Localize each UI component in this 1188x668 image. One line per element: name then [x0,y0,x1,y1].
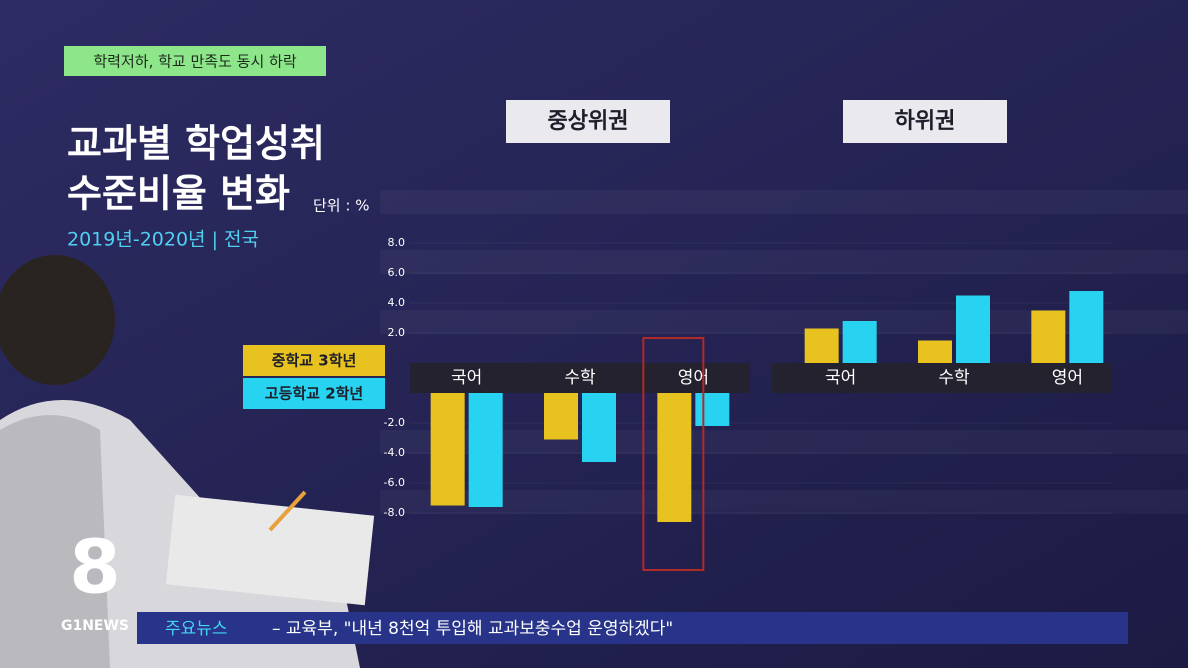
y-tick-label: -2.0 [384,416,405,429]
x-tick-label: 국어 [451,368,482,388]
bar [430,393,465,506]
x-tick-label: 수학 [564,368,596,388]
logo-brand: G1NEWS [61,618,129,634]
x-tick-label: 영어 [678,368,709,388]
bar [804,328,839,363]
subtitle: 2019년-2020년 | 전국 [67,229,259,251]
bar [468,393,503,507]
panel-title: 하위권 [895,109,956,134]
legend-label: 중학교 3학년 [272,352,357,370]
category-band [772,363,1112,393]
x-tick-label: 영어 [1052,368,1083,388]
category-band [410,363,750,393]
legend-swatch [243,378,385,409]
y-tick-label: -8.0 [384,506,405,519]
bar [956,295,990,363]
panel-title-box [506,100,670,143]
logo-number: 8 [69,525,121,611]
legend-swatch [243,345,385,376]
bar [842,321,877,363]
panel-title-box [843,100,1007,143]
y-tick-label: 2.0 [388,326,406,339]
bar [918,340,952,363]
highlight-box [642,337,705,571]
ticker-bar [137,612,1128,644]
legend-label: 고등학교 2학년 [265,385,363,403]
y-tick-label: -4.0 [384,446,405,459]
y-tick-label: -6.0 [384,476,405,489]
panel-title: 중상위권 [548,109,629,134]
bar [1031,310,1066,363]
bar [1069,291,1104,363]
header-tag: 학력저하, 학교 만족도 동시 하락 [93,53,296,71]
ticker-text: – 교육부, "내년 8천억 투입해 교과보충수업 운영하겠다" [272,619,673,639]
unit: 단위 : % [313,197,369,215]
x-tick-label: 수학 [938,368,970,388]
bar [544,393,578,440]
y-tick-label: 4.0 [388,296,406,309]
y-tick-label: 8.0 [388,236,406,249]
y-tick-label: 6.0 [388,266,406,279]
bar [582,393,616,462]
chart-title: 수준비율 변화 [67,172,290,216]
ticker-label: 주요뉴스 [165,619,228,639]
bar [657,393,692,522]
header-tag-box [64,46,326,76]
chart-title: 교과별 학업성취 [67,122,325,166]
bar [695,393,730,426]
photo-person [0,255,375,668]
x-tick-label: 국어 [825,368,856,388]
